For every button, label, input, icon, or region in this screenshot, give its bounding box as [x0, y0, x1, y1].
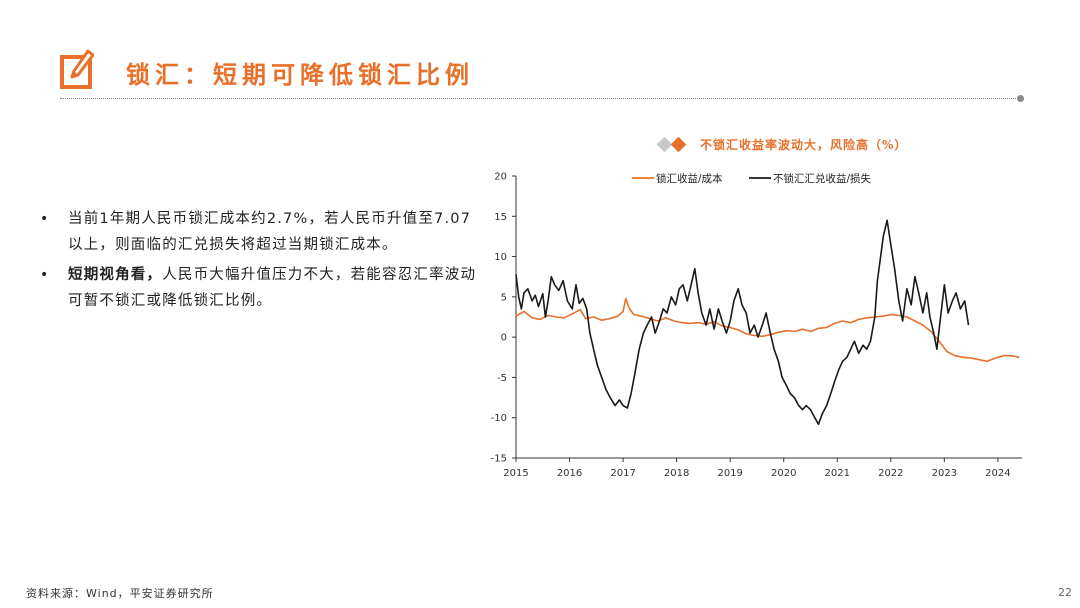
- page-title: 锁汇：短期可降低锁汇比例: [126, 60, 474, 89]
- bullet-list: • 当前1年期人民币锁汇成本约2.7%，若人民币升值至7.07以上，则面临的汇兑…: [40, 206, 480, 318]
- bullet-text: 人民币大幅升值压力不大，若能容忍汇率波动可暂不锁汇或降低锁汇比例。: [68, 267, 477, 309]
- y-tick-label: 20: [494, 172, 507, 183]
- bullet-item: • 当前1年期人民币锁汇成本约2.7%，若人民币升值至7.07以上，则面临的汇兑…: [40, 206, 480, 258]
- source-note: 资料来源：Wind，平安证券研究所: [26, 587, 214, 600]
- legend-label: 锁汇收益/成本: [656, 172, 723, 185]
- x-tick-label: 2019: [717, 468, 742, 479]
- bullet-text: 当前1年期人民币锁汇成本约2.7%，若人民币升值至7.07以上，则面临的汇兑损失…: [68, 211, 472, 253]
- series-line-hedge-cost: [515, 297, 1020, 363]
- x-tick-label: 2017: [610, 468, 635, 479]
- x-tick-label: 2018: [664, 468, 689, 479]
- x-tick-label: 2021: [825, 468, 850, 479]
- x-tick-label: 2020: [771, 468, 796, 479]
- x-tick-label: 2016: [557, 468, 582, 479]
- y-tick-label: 10: [494, 252, 507, 263]
- divider-end-dot: [1017, 95, 1024, 102]
- y-tick-label: 0: [501, 333, 507, 344]
- page-number: 22: [1058, 586, 1072, 599]
- chart-title: 不锁汇收益率波动大，风险高（%）: [700, 138, 908, 152]
- y-tick-label: 5: [501, 292, 507, 303]
- x-tick-label: 2023: [932, 468, 957, 479]
- bullet-dot: •: [40, 211, 50, 227]
- bullet-dot: •: [40, 267, 50, 283]
- series-line-unhedged-fx: [515, 219, 970, 426]
- y-tick-label: 15: [494, 212, 507, 223]
- title-divider: [60, 98, 1020, 99]
- y-tick-label: -5: [497, 373, 507, 384]
- y-tick-label: -15: [491, 454, 507, 465]
- y-tick-label: -10: [491, 413, 507, 424]
- x-tick-label: 2022: [878, 468, 903, 479]
- bullet-bold: 短期视角看，: [68, 267, 163, 283]
- x-tick-label: 2015: [503, 468, 528, 479]
- pencil-box-icon: [60, 49, 94, 89]
- bullet-item: • 短期视角看，人民币大幅升值压力不大，若能容忍汇率波动可暂不锁汇或降低锁汇比例…: [40, 262, 480, 314]
- x-tick-label: 2024: [985, 468, 1010, 479]
- legend-label: 不锁汇汇兑收益/损失: [773, 172, 872, 185]
